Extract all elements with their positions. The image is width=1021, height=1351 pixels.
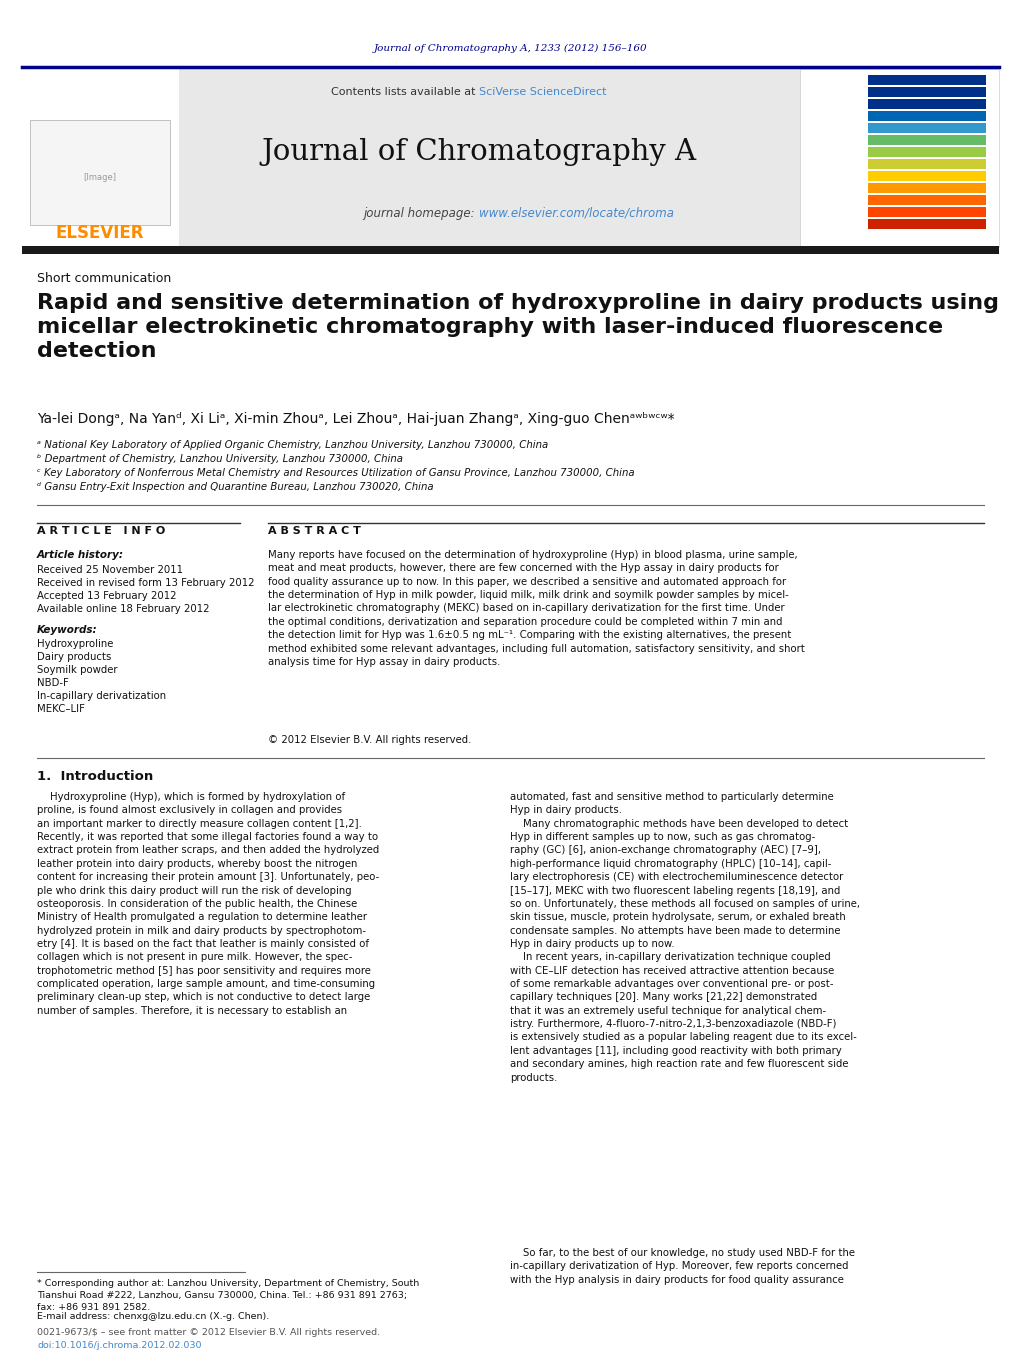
Text: journal homepage:: journal homepage: [363, 207, 479, 219]
Text: Keywords:: Keywords: [37, 626, 98, 635]
Text: Received 25 November 2011: Received 25 November 2011 [37, 565, 183, 576]
Bar [800, 69, 999, 247]
Bar [868, 147, 986, 157]
Text: Soymilk powder: Soymilk powder [37, 665, 117, 676]
Bar [868, 86, 986, 97]
Text: © 2012 Elsevier B.V. All rights reserved.: © 2012 Elsevier B.V. All rights reserved… [268, 735, 472, 744]
Text: Article history:: Article history: [37, 550, 124, 561]
Text: ᵃ National Key Laboratory of Applied Organic Chemistry, Lanzhou University, Lanz: ᵃ National Key Laboratory of Applied Org… [37, 440, 548, 450]
Bar [868, 159, 986, 169]
Bar [868, 111, 986, 122]
Text: ᵈ Gansu Entry-Exit Inspection and Quarantine Bureau, Lanzhou 730020, China: ᵈ Gansu Entry-Exit Inspection and Quaran… [37, 482, 434, 492]
Bar [868, 135, 986, 145]
Text: Many reports have focused on the determination of hydroxyproline (Hyp) in blood : Many reports have focused on the determi… [268, 550, 805, 667]
Text: 0021-9673/$ – see front matter © 2012 Elsevier B.V. All rights reserved.: 0021-9673/$ – see front matter © 2012 El… [37, 1328, 380, 1337]
Text: ELSEVIER: ELSEVIER [56, 224, 144, 242]
Text: NBD-F: NBD-F [37, 678, 68, 688]
Text: SciVerse ScienceDirect: SciVerse ScienceDirect [479, 86, 606, 97]
Text: Received in revised form 13 February 2012: Received in revised form 13 February 201… [37, 578, 254, 588]
Text: So far, to the best of our knowledge, no study used NBD-F for the
in-capillary d: So far, to the best of our knowledge, no… [510, 1248, 855, 1285]
Text: Journal of Chromatography A, 1233 (2012) 156–160: Journal of Chromatography A, 1233 (2012)… [374, 43, 647, 53]
Bar [868, 99, 986, 109]
Text: automated, fast and sensitive method to particularly determine
Hyp in dairy prod: automated, fast and sensitive method to … [510, 792, 860, 1082]
Bar [868, 123, 986, 132]
Text: E-mail address: chenxg@lzu.edu.cn (X.-g. Chen).: E-mail address: chenxg@lzu.edu.cn (X.-g.… [37, 1312, 270, 1321]
Bar [22, 69, 999, 247]
Text: Journal of Chromatography A: Journal of Chromatography A [261, 138, 696, 166]
Bar [30, 120, 171, 226]
Text: Contents lists available at: Contents lists available at [331, 86, 479, 97]
Text: Hydroxyproline (Hyp), which is formed by hydroxylation of
proline, is found almo: Hydroxyproline (Hyp), which is formed by… [37, 792, 379, 1016]
Text: MEKC–LIF: MEKC–LIF [37, 704, 85, 713]
Text: Ya-lei Dongᵃ, Na Yanᵈ, Xi Liᵃ, Xi-min Zhouᵃ, Lei Zhouᵃ, Hai-juan Zhangᵃ, Xing-gu: Ya-lei Dongᵃ, Na Yanᵈ, Xi Liᵃ, Xi-min Zh… [37, 412, 675, 426]
Bar [868, 195, 986, 205]
Text: ᶜ Key Laboratory of Nonferrous Metal Chemistry and Resources Utilization of Gans: ᶜ Key Laboratory of Nonferrous Metal Che… [37, 467, 635, 478]
Bar [868, 182, 986, 193]
Bar [868, 172, 986, 181]
Bar [868, 76, 986, 85]
Text: ᵇ Department of Chemistry, Lanzhou University, Lanzhou 730000, China: ᵇ Department of Chemistry, Lanzhou Unive… [37, 454, 403, 463]
Text: 1.  Introduction: 1. Introduction [37, 770, 153, 784]
Text: Dairy products: Dairy products [37, 653, 111, 662]
Text: Available online 18 February 2012: Available online 18 February 2012 [37, 604, 209, 613]
Text: * Corresponding author at: Lanzhou University, Department of Chemistry, South
Ti: * Corresponding author at: Lanzhou Unive… [37, 1279, 420, 1312]
Text: Hydroxyproline: Hydroxyproline [37, 639, 113, 648]
Bar [868, 207, 986, 218]
Text: In-capillary derivatization: In-capillary derivatization [37, 690, 166, 701]
Text: doi:10.1016/j.chroma.2012.02.030: doi:10.1016/j.chroma.2012.02.030 [37, 1342, 201, 1350]
Bar [22, 246, 999, 254]
Bar [22, 69, 179, 247]
Bar [868, 219, 986, 230]
Text: Short communication: Short communication [37, 272, 172, 285]
Text: Accepted 13 February 2012: Accepted 13 February 2012 [37, 590, 177, 601]
Text: www.elsevier.com/locate/chroma: www.elsevier.com/locate/chroma [479, 207, 674, 219]
Text: A B S T R A C T: A B S T R A C T [268, 526, 360, 536]
Text: [Image]: [Image] [84, 173, 116, 181]
Text: Rapid and sensitive determination of hydroxyproline in dairy products using
mice: Rapid and sensitive determination of hyd… [37, 293, 999, 361]
Text: A R T I C L E   I N F O: A R T I C L E I N F O [37, 526, 165, 536]
